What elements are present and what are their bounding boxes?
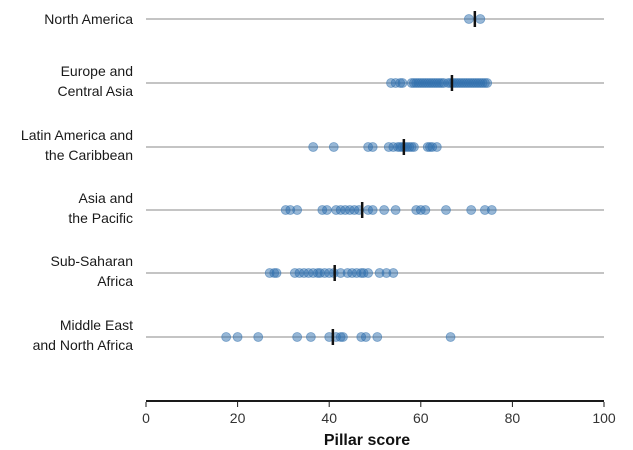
category-label: North America xyxy=(44,11,133,27)
data-point xyxy=(305,332,316,342)
x-tick-label: 100 xyxy=(592,410,616,426)
data-point xyxy=(367,205,378,215)
data-point xyxy=(367,142,378,152)
data-point xyxy=(292,205,303,215)
category-label: and North Africa xyxy=(33,337,134,353)
data-point xyxy=(445,332,456,342)
category-label: the Caribbean xyxy=(45,147,133,163)
data-point xyxy=(379,205,390,215)
data-point xyxy=(431,142,442,152)
category-row: Sub-Saharan Africa xyxy=(50,253,604,289)
category-row: Europe and Central Asia xyxy=(58,63,604,99)
category-label: Europe and xyxy=(61,63,133,79)
data-point xyxy=(463,14,474,24)
category-label: Middle East xyxy=(60,317,133,333)
category-rows: North America Europe and Central Asia Latin… xyxy=(21,11,604,353)
x-tick-label: 40 xyxy=(321,410,337,426)
category-label: Central Asia xyxy=(58,83,134,99)
data-point xyxy=(466,205,477,215)
x-axis: 0 20 40 60 80 100 Pillar score xyxy=(142,400,616,449)
data-point xyxy=(482,78,493,88)
data-point xyxy=(486,205,497,215)
category-label: Sub-Saharan xyxy=(50,253,133,269)
data-point xyxy=(363,268,374,278)
data-point xyxy=(420,205,431,215)
category-label: Latin America and xyxy=(21,127,133,143)
data-point xyxy=(409,142,419,152)
data-point xyxy=(221,332,232,342)
data-point xyxy=(292,332,303,342)
x-axis-ticks: 0 20 40 60 80 100 xyxy=(142,402,616,426)
category-label: the Pacific xyxy=(68,210,133,226)
data-point xyxy=(271,268,282,278)
category-row: Middle East and North Africa xyxy=(33,317,604,353)
category-row: Latin America and the Caribbean xyxy=(21,127,604,163)
data-point xyxy=(322,205,332,215)
data-point xyxy=(388,268,399,278)
data-point xyxy=(338,332,348,342)
data-point xyxy=(397,78,408,88)
data-point xyxy=(232,332,243,342)
data-point xyxy=(308,142,319,152)
category-label: Asia and xyxy=(79,190,133,206)
category-row: Asia and the Pacific xyxy=(68,190,604,226)
category-row: North America xyxy=(44,11,604,27)
x-axis-title: Pillar score xyxy=(324,432,410,449)
x-tick-label: 60 xyxy=(413,410,429,426)
data-point xyxy=(390,205,401,215)
x-tick-label: 0 xyxy=(142,410,150,426)
data-point xyxy=(475,14,486,24)
x-tick-label: 80 xyxy=(505,410,521,426)
data-point xyxy=(372,332,383,342)
data-point xyxy=(441,205,451,215)
x-tick-label: 20 xyxy=(230,410,246,426)
data-point xyxy=(253,332,264,342)
data-point xyxy=(360,332,371,342)
data-point xyxy=(328,142,339,152)
category-label: Africa xyxy=(97,273,133,289)
